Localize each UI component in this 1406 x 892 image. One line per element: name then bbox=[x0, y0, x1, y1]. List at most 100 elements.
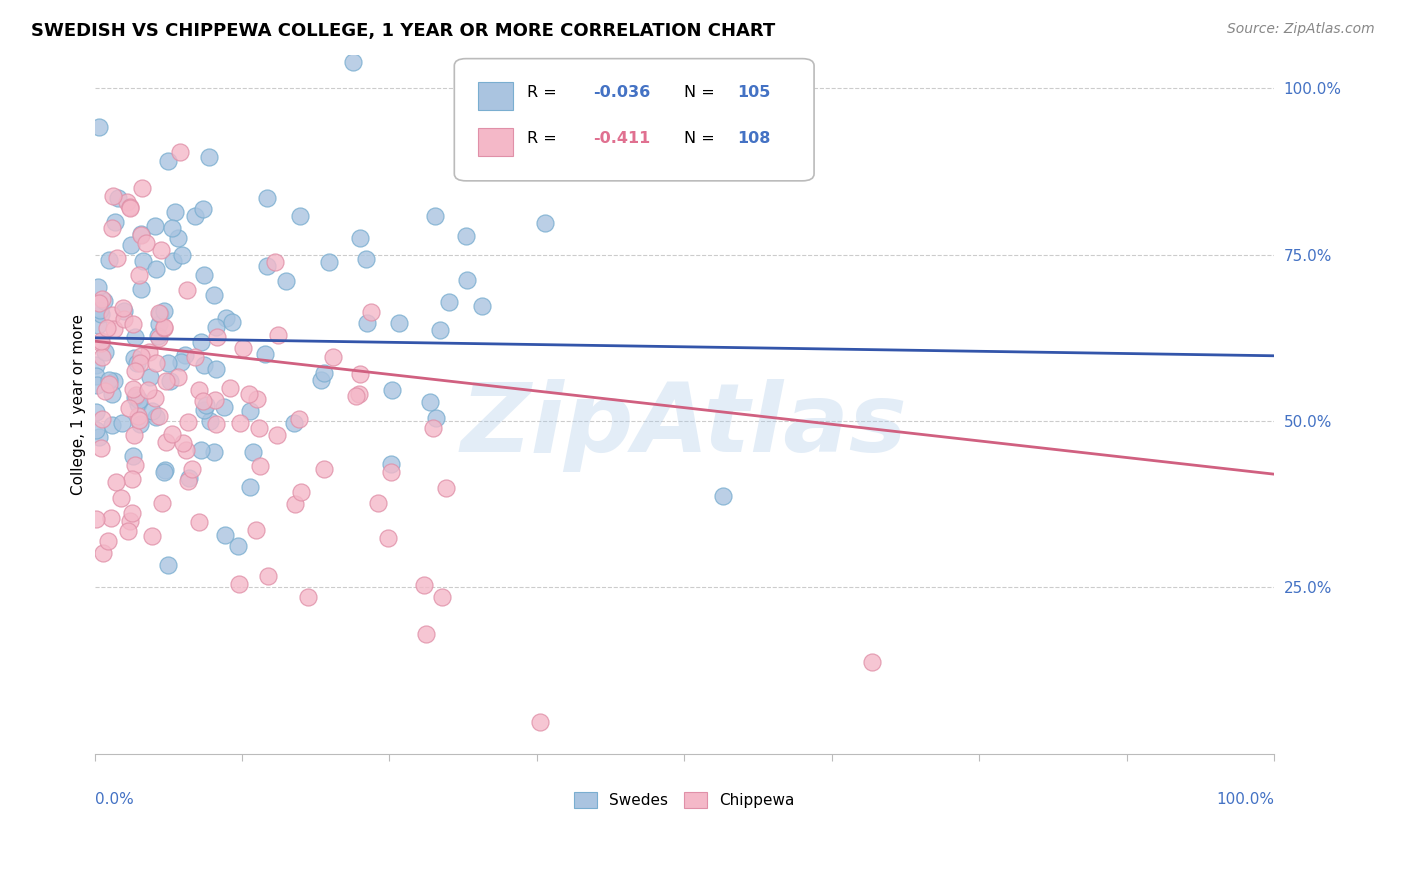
Point bbox=[121, 472, 143, 486]
Point bbox=[190, 334, 212, 349]
Point bbox=[97, 252, 120, 267]
Point bbox=[84, 368, 107, 383]
Point bbox=[145, 356, 167, 370]
Point bbox=[87, 279, 110, 293]
Point bbox=[711, 489, 734, 503]
Point bbox=[229, 416, 252, 430]
Point bbox=[89, 302, 111, 317]
Point bbox=[139, 370, 162, 384]
Point bbox=[153, 319, 176, 334]
Point bbox=[149, 307, 172, 321]
Point bbox=[122, 351, 145, 365]
Point bbox=[314, 366, 336, 380]
Point bbox=[172, 436, 194, 450]
Point bbox=[98, 373, 121, 387]
Point bbox=[247, 421, 270, 435]
Point bbox=[145, 410, 167, 425]
Point bbox=[103, 322, 125, 336]
Point bbox=[105, 475, 128, 489]
Point bbox=[148, 331, 170, 345]
Point bbox=[238, 387, 260, 401]
Point bbox=[112, 303, 135, 318]
Point bbox=[454, 229, 477, 244]
Point bbox=[143, 391, 166, 405]
Point bbox=[159, 374, 181, 388]
Point bbox=[179, 471, 201, 485]
Point bbox=[264, 254, 287, 268]
Point bbox=[141, 404, 163, 418]
Text: Source: ZipAtlas.com: Source: ZipAtlas.com bbox=[1227, 22, 1375, 37]
Point bbox=[163, 205, 186, 219]
Point bbox=[125, 388, 148, 402]
Point bbox=[228, 577, 250, 591]
Point bbox=[191, 202, 214, 217]
Point bbox=[184, 350, 207, 364]
Point bbox=[122, 428, 145, 442]
Point bbox=[129, 282, 152, 296]
Point bbox=[202, 444, 225, 458]
Point bbox=[103, 374, 125, 388]
Point bbox=[97, 533, 120, 548]
Point bbox=[188, 515, 211, 529]
Point bbox=[246, 392, 269, 407]
Point bbox=[862, 656, 884, 670]
Point bbox=[256, 191, 278, 205]
Point bbox=[138, 344, 160, 359]
Point bbox=[232, 341, 254, 355]
Point bbox=[156, 558, 179, 572]
Point bbox=[90, 412, 112, 426]
Text: 105: 105 bbox=[737, 85, 770, 100]
Point bbox=[121, 317, 143, 331]
Point bbox=[290, 485, 312, 500]
Point bbox=[204, 417, 226, 431]
Point bbox=[529, 714, 551, 729]
Point bbox=[101, 188, 124, 202]
Text: -0.036: -0.036 bbox=[593, 85, 651, 100]
Point bbox=[124, 364, 146, 378]
Point bbox=[128, 413, 150, 427]
Text: R =: R = bbox=[527, 85, 557, 100]
Point bbox=[377, 532, 399, 546]
Point bbox=[129, 417, 152, 431]
Point bbox=[143, 219, 166, 234]
Point bbox=[128, 393, 150, 408]
Point bbox=[129, 350, 152, 364]
Point bbox=[110, 491, 132, 505]
Point bbox=[456, 273, 478, 287]
Point bbox=[148, 409, 170, 423]
Point bbox=[249, 459, 271, 474]
Point bbox=[437, 294, 460, 309]
Point bbox=[381, 384, 404, 398]
Point bbox=[190, 442, 212, 457]
Point bbox=[256, 260, 278, 274]
Point bbox=[146, 329, 169, 343]
Point bbox=[90, 334, 112, 349]
Point bbox=[309, 373, 332, 387]
Point bbox=[176, 415, 198, 429]
Point bbox=[87, 429, 110, 443]
Point bbox=[184, 209, 207, 223]
Point bbox=[150, 243, 173, 257]
Point bbox=[121, 506, 143, 520]
Text: N =: N = bbox=[685, 131, 720, 146]
Text: R =: R = bbox=[527, 131, 557, 146]
Point bbox=[150, 496, 173, 510]
Point bbox=[118, 514, 141, 528]
Point bbox=[314, 462, 336, 476]
Point bbox=[152, 304, 174, 318]
Point bbox=[239, 404, 262, 418]
Point bbox=[344, 389, 367, 403]
Point bbox=[188, 384, 211, 398]
Point bbox=[101, 309, 124, 323]
Point bbox=[136, 383, 159, 397]
Point bbox=[205, 362, 228, 376]
FancyBboxPatch shape bbox=[454, 59, 814, 181]
Point bbox=[176, 442, 198, 457]
Point bbox=[111, 301, 134, 315]
Point bbox=[101, 387, 124, 401]
Point bbox=[322, 351, 344, 365]
Point bbox=[173, 348, 195, 362]
Point bbox=[87, 296, 110, 310]
Point bbox=[254, 347, 277, 361]
Point bbox=[422, 421, 444, 435]
